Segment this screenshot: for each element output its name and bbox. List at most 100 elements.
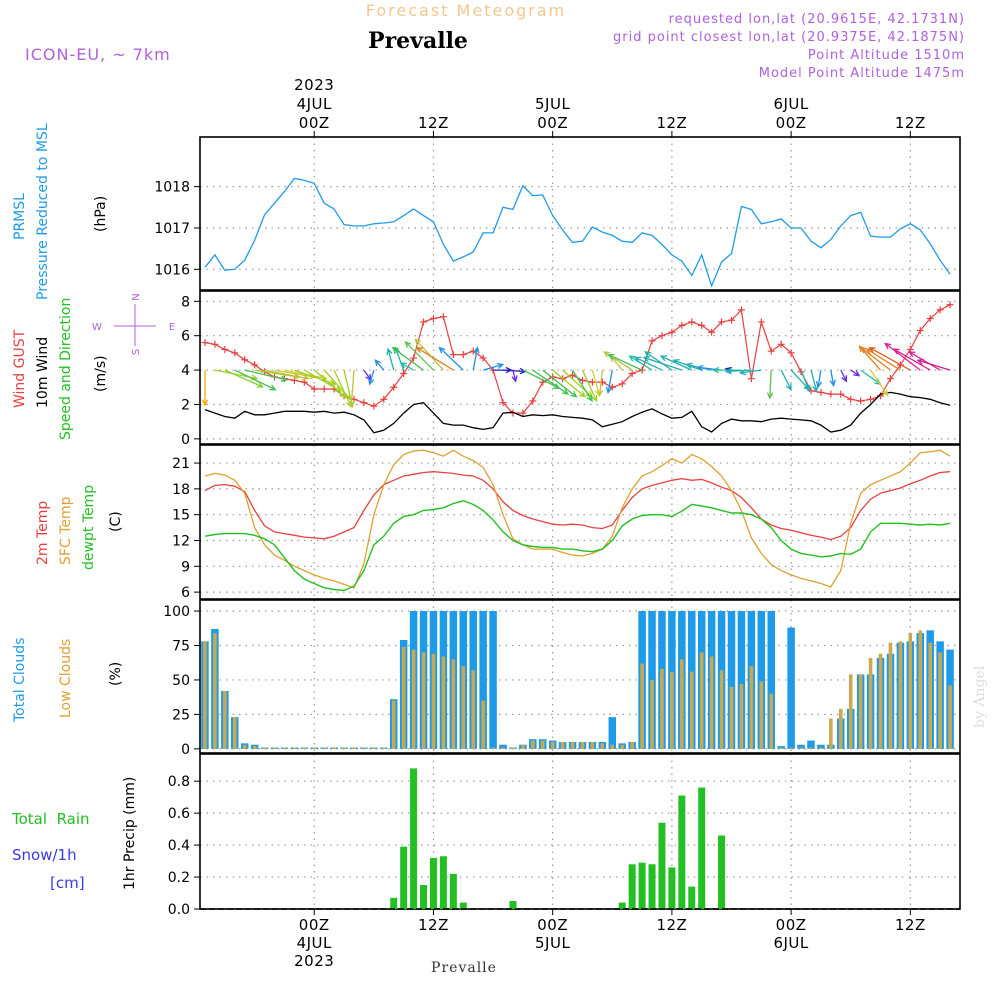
low-cloud-bar <box>600 743 605 749</box>
total-cloud-bar <box>489 611 497 749</box>
rain-bar <box>410 768 418 909</box>
wind-arrow <box>860 369 882 385</box>
gust-label: Wind GUST <box>12 329 28 408</box>
wind-unit-label: (m/s) <box>93 355 109 392</box>
low-cloud-bar <box>431 653 436 749</box>
low-cloud-bar <box>252 746 257 749</box>
top-time-label: 12Z <box>656 114 687 132</box>
low-cloud-bar <box>223 690 227 749</box>
low-cloud-bar <box>213 633 217 749</box>
wind-arrow <box>859 346 891 371</box>
rain-bar <box>648 864 656 909</box>
top-time-label: 00Z <box>537 114 568 132</box>
rain-bar <box>459 902 467 909</box>
low-cloud-bar <box>829 718 833 749</box>
low-cloud-bar <box>590 741 595 749</box>
wind-ytick-label: 6 <box>181 329 190 345</box>
gust-point <box>708 328 716 336</box>
top-time-label: 4JUL <box>297 95 332 113</box>
gust-point <box>837 390 845 398</box>
low-cloud-bar <box>630 741 634 749</box>
gust-point <box>817 388 825 396</box>
top-time-label: 6JUL <box>773 95 808 113</box>
total-cloud-bar <box>737 611 746 749</box>
total-cloud-bar <box>797 744 805 749</box>
precip-ylabel: 1hr Precip (mm) <box>122 777 138 890</box>
rain-bar <box>429 857 437 909</box>
low-cloud-bar <box>789 747 793 749</box>
t2m-label: 2m Temp <box>35 501 51 565</box>
wind-arrow <box>201 370 209 407</box>
rain-bar <box>678 795 686 909</box>
prmsl-label: PRMSL <box>12 193 28 240</box>
low-cloud-bar <box>461 666 466 749</box>
gust-point <box>201 339 209 347</box>
rain-bar <box>420 885 428 909</box>
bottom-time-label: 4JUL <box>297 934 332 952</box>
gust-point <box>628 370 636 378</box>
total-cloud-bar <box>787 627 795 749</box>
gust-point <box>936 306 944 314</box>
precipitation-ytick-label: 0.2 <box>168 870 190 886</box>
low-cloud-bar <box>521 744 525 749</box>
low-cloud-bar <box>302 747 307 749</box>
precip-labels: Total Rain Snow/1h [cm] 1hr Precip (mm) <box>11 777 138 892</box>
low-cloud-bar <box>779 747 783 749</box>
clouds-ytick-label: 100 <box>163 604 190 620</box>
wind-arrow <box>581 369 598 403</box>
clouds-ytick-label: 0 <box>181 742 190 758</box>
wind-arrow <box>596 370 604 397</box>
low-cloud-bar <box>342 747 346 749</box>
wind-arrow <box>264 369 310 381</box>
low-cloud-bar <box>203 641 207 749</box>
wind-arrow <box>571 369 593 403</box>
gust-point <box>211 340 219 348</box>
wind-arrow <box>634 356 663 371</box>
gust-point <box>400 370 408 378</box>
wind-arrow <box>363 369 372 382</box>
wind-arrow <box>532 369 570 395</box>
wind-ytick-label: 4 <box>181 363 190 379</box>
rain-label: Total Rain <box>11 810 90 828</box>
low-cloud-bar <box>411 649 416 749</box>
wind-arrow <box>244 369 289 382</box>
wind-arrow <box>884 342 921 371</box>
wind-arrow <box>738 369 762 376</box>
gust-point <box>479 354 487 362</box>
clouds-frame <box>199 599 961 754</box>
low-cloud-bar <box>610 744 615 749</box>
gust-point <box>618 380 626 388</box>
precipitation-frame <box>199 753 961 910</box>
info-model-altitude: Model Point Altitude 1475m <box>759 66 965 81</box>
low-cloud-bar <box>481 700 485 749</box>
plot-area: 1016 1017 1018 0 2 4 6 8 6 9 12 15 18 21 0 25 50 75 100 0.0… <box>154 76 961 970</box>
temp-unit-label: (C) <box>108 511 124 532</box>
gust-point <box>459 351 467 359</box>
wind-arrow <box>348 370 355 408</box>
gust-point <box>251 361 259 369</box>
low-cloud-bar <box>501 747 505 749</box>
gust-point <box>787 349 795 357</box>
wind-arrow <box>482 362 505 371</box>
snow-label: Snow/1h <box>12 846 77 864</box>
pressure-line <box>204 177 951 288</box>
gust-point <box>241 356 249 364</box>
low-cloud-bar <box>570 741 575 749</box>
wind-arrow <box>386 347 395 371</box>
precipitation-ytick-label: 0.0 <box>168 902 190 918</box>
bottom-time-label: 2023 <box>294 952 334 970</box>
low-cloud-bar <box>560 741 565 749</box>
gust-point <box>499 399 507 407</box>
low-cloud-bar <box>680 659 684 749</box>
low-cloud-bar <box>809 747 813 749</box>
gust-point <box>429 315 437 323</box>
wind-labels: Wind GUST 10m Wind Speed and Direction (… <box>12 293 175 440</box>
gust-point <box>310 385 318 393</box>
wind-arrow <box>870 369 889 397</box>
gust-point <box>578 376 586 384</box>
wind-arrow <box>399 362 414 371</box>
gust-point <box>916 327 924 335</box>
gust-point <box>449 351 457 359</box>
low-cloud-bar <box>948 685 952 749</box>
wind-ytick-label: 0 <box>181 432 190 448</box>
